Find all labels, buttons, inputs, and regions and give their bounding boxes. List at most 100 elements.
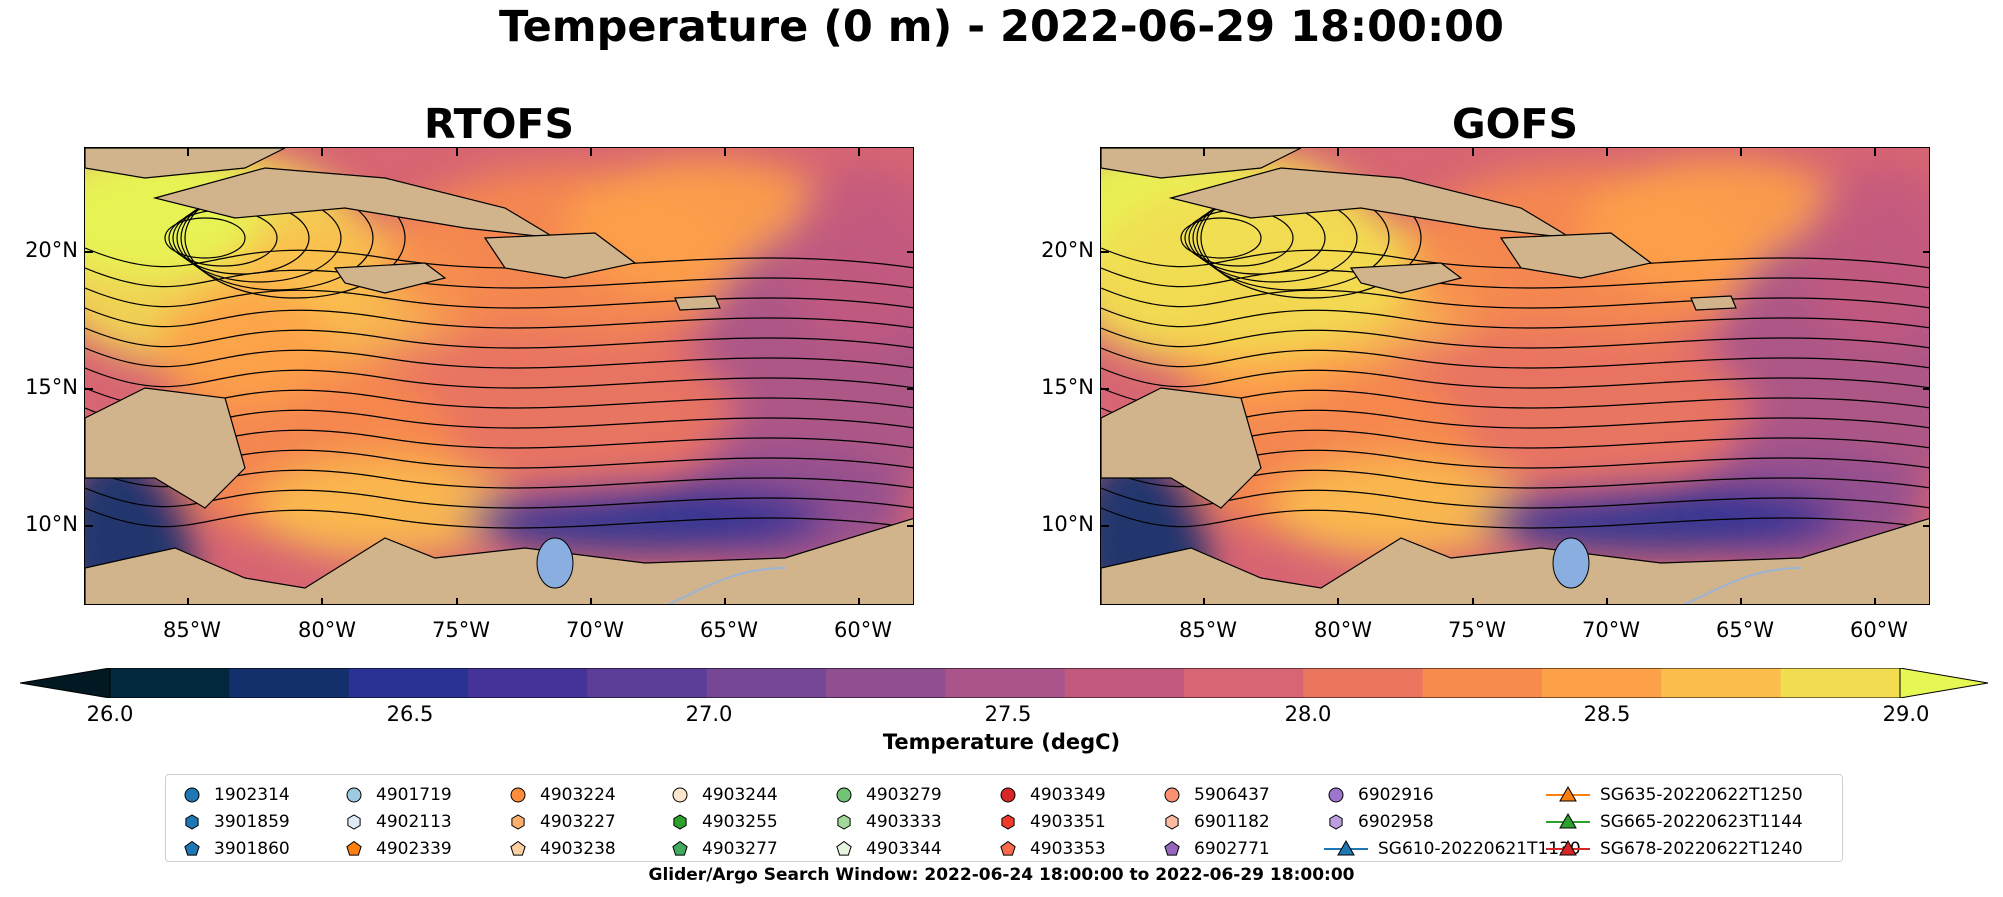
colorbar-bin (1184, 668, 1304, 698)
legend-entry-label: SG610-20220621T1130 (1378, 839, 1581, 859)
legend-marker-icon (510, 840, 526, 856)
lon-label-80w: 80°W (298, 618, 356, 642)
legend-marker-icon (184, 787, 200, 803)
landmass (85, 148, 913, 604)
legend-marker-icon (836, 787, 852, 803)
legend-entry: SG678-20220622T1240 (1546, 837, 1803, 861)
legend-entry-label: SG665-20220623T1144 (1600, 812, 1803, 832)
legend-entry: 6902916 (1324, 783, 1434, 807)
legend-entry-label: 4903255 (702, 812, 778, 832)
legend-marker-icon (1164, 787, 1180, 803)
legend-entry-label: 4903353 (1030, 839, 1106, 859)
lon-label-70w: 70°W (566, 618, 624, 642)
legend-entry: 5906437 (1160, 783, 1270, 807)
lon-label-85w: 85°W (1179, 618, 1237, 642)
lat-label-10n: 10°N (1041, 512, 1094, 536)
legend-marker-icon (510, 787, 526, 803)
legend-entry-label: 6902771 (1194, 839, 1270, 859)
lat-label-10n: 10°N (25, 512, 78, 536)
axis-ticks (85, 148, 913, 604)
legend-entry-label: 4903224 (540, 785, 616, 805)
lon-label-75w: 75°W (432, 618, 490, 642)
axis-ticks (1101, 148, 1929, 604)
legend-marker-icon (673, 814, 687, 830)
colorbar-graphic (19, 667, 1989, 699)
legend-entry-label: 4903279 (866, 785, 942, 805)
legend-marker-icon (1328, 787, 1344, 803)
colorbar-over-arrow (1899, 667, 1989, 699)
legend-entry-label: 4903238 (540, 839, 616, 859)
map-panel-gofs (1100, 147, 1930, 605)
legend-marker-icon (1546, 812, 1590, 829)
colorbar-bin (945, 668, 1066, 698)
colorbar-tick: 29.0 (1882, 702, 1930, 726)
lake (1552, 537, 1590, 589)
search-window-caption: Glider/Argo Search Window: 2022-06-24 18… (648, 865, 1355, 885)
legend-entry: SG610-20220621T1130 (1324, 837, 1581, 861)
legend-entry: 4903344 (832, 837, 942, 861)
colorbar-tick: 26.0 (86, 702, 134, 726)
legend-marker-icon (1000, 787, 1016, 803)
legend-entry-label: 4903333 (866, 812, 942, 832)
legend-entry-label: 3901859 (214, 812, 290, 832)
legend-marker-icon (511, 814, 525, 830)
legend-entry: 6901182 (1160, 810, 1270, 834)
colorbar-bin (706, 668, 827, 698)
colorbar-tick: 27.5 (984, 702, 1032, 726)
legend-entry: 6902958 (1324, 810, 1434, 834)
current-streamlines (85, 177, 913, 529)
legend-entry-label: 5906437 (1194, 785, 1270, 805)
river (1682, 567, 1802, 604)
landmass (1101, 148, 1929, 604)
legend: 1902314 3901859 3901860 4901719 4902113 49023… (165, 774, 1843, 862)
legend-marker-icon (837, 814, 851, 830)
legend-entry: 3901859 (180, 810, 290, 834)
panel-title-rtofs: RTOFS (423, 100, 575, 148)
legend-marker-icon (1000, 840, 1016, 856)
lon-label-85w: 85°W (163, 618, 221, 642)
legend-entry-label: 6901182 (1194, 812, 1270, 832)
legend-entry-label: SG635-20220622T1250 (1600, 785, 1803, 805)
legend-entry: SG665-20220623T1144 (1546, 810, 1803, 834)
legend-marker-icon (672, 840, 688, 856)
legend-entry: 4903333 (832, 810, 942, 834)
legend-entry: 3901860 (180, 837, 290, 861)
legend-entry-label: 4903227 (540, 812, 616, 832)
colorbar-bin (1542, 668, 1662, 698)
legend-entry-label: 4902339 (376, 839, 452, 859)
legend-entry: 4903224 (506, 783, 616, 807)
lat-label-20n: 20°N (25, 238, 78, 262)
legend-marker-icon (346, 787, 362, 803)
legend-entry: 4902339 (342, 837, 452, 861)
legend-marker-icon (1165, 814, 1179, 830)
legend-marker-icon (672, 787, 688, 803)
colorbar-tick: 28.5 (1583, 702, 1631, 726)
legend-marker-icon (1001, 814, 1015, 830)
lon-label-65w: 65°W (700, 618, 758, 642)
legend-entry: 4903277 (668, 837, 778, 861)
legend-entry-label: 6902958 (1358, 812, 1434, 832)
legend-entry-label: 6902916 (1358, 785, 1434, 805)
colorbar-bin (1780, 668, 1901, 698)
legend-entry-label: 1902314 (214, 785, 290, 805)
colorbar-bin (1422, 668, 1543, 698)
legend-marker-icon (1324, 839, 1368, 856)
panel-title-gofs: GOFS (1451, 100, 1579, 148)
colorbar-bin (1661, 668, 1782, 698)
legend-entry-label: 4903344 (866, 839, 942, 859)
colorbar-bin (468, 668, 588, 698)
legend-marker-icon (184, 840, 200, 856)
legend-marker-icon (347, 814, 361, 830)
lon-label-75w: 75°W (1448, 618, 1506, 642)
legend-marker-icon (1329, 814, 1343, 830)
colorbar-tick: 26.5 (386, 702, 434, 726)
legend-marker-icon (185, 814, 199, 830)
legend-entry-label: SG678-20220622T1240 (1600, 839, 1803, 859)
colorbar-bin (587, 668, 708, 698)
colorbar-bin (348, 668, 469, 698)
lon-label-60w: 60°W (834, 618, 892, 642)
river (666, 567, 786, 604)
legend-entry-label: 4901719 (376, 785, 452, 805)
colorbar-bin (229, 668, 350, 698)
lat-label-15n: 15°N (25, 375, 78, 399)
